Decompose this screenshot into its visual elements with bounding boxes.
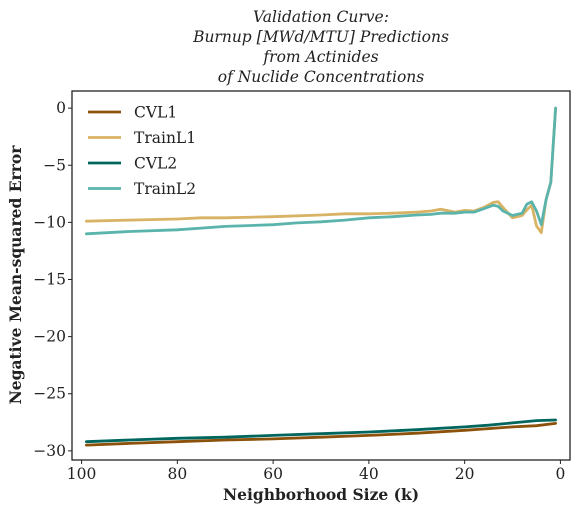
legend-label-trainl1: TrainL1 <box>134 129 196 147</box>
series-line-trainl2 <box>85 106 557 236</box>
y-tick-label: −15 <box>33 270 66 288</box>
legend: CVL1 TrainL1 CVL2 TrainL2 <box>88 104 196 198</box>
x-tick-label: 0 <box>555 465 565 483</box>
series-line-cvl2 <box>85 418 557 444</box>
x-tick-label: 20 <box>455 465 475 483</box>
x-tick-label: 100 <box>67 465 97 483</box>
y-axis-label: Negative Mean-squared Error <box>6 145 25 405</box>
x-tick-label: 40 <box>359 465 379 483</box>
title-line-2: Burnup [MWd/MTU] Predictions <box>192 28 449 46</box>
plot-area <box>85 106 557 447</box>
y-tick-label: −10 <box>33 213 66 231</box>
y-tick-label: −30 <box>33 442 66 460</box>
title-line-4: of Nuclide Concentrations <box>218 68 425 86</box>
legend-label-cvl2: CVL2 <box>134 155 177 173</box>
x-axis-label: Neighborhood Size (k) <box>223 485 419 504</box>
y-tick-label: 0 <box>56 99 66 117</box>
legend-label-trainl2: TrainL2 <box>134 180 196 198</box>
title-line-3: from Actinides <box>262 48 378 66</box>
y-axis-ticks: 0 −5 −10 −15 −20 −25 −30 <box>33 99 72 460</box>
y-tick-label: −25 <box>33 385 66 403</box>
x-tick-label: 80 <box>167 465 187 483</box>
series-line-cvl1 <box>85 422 557 447</box>
chart-title: Validation Curve: Burnup [MWd/MTU] Predi… <box>192 8 449 86</box>
x-tick-label: 60 <box>263 465 283 483</box>
series-line-trainl1 <box>85 106 557 235</box>
title-line-1: Validation Curve: <box>253 8 389 26</box>
y-tick-label: −5 <box>43 156 66 174</box>
legend-label-cvl1: CVL1 <box>134 104 177 122</box>
plot-frame <box>71 90 571 461</box>
x-axis-ticks: 100 80 60 40 20 0 <box>67 460 565 483</box>
y-tick-label: −20 <box>33 328 66 346</box>
